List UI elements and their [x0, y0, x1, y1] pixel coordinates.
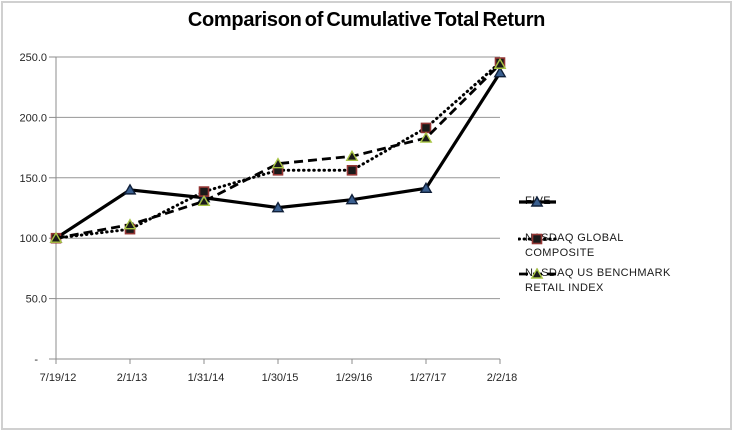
- y-tick-label: 200.0: [19, 112, 47, 124]
- square-marker-icon: [198, 186, 210, 197]
- x-tick-label: 1/29/16: [336, 372, 373, 384]
- triangle-marker-icon: [530, 267, 544, 279]
- triangle-marker-icon: [493, 57, 507, 69]
- line-triangle-marker-icon: [519, 195, 556, 207]
- triangle-marker-icon: [271, 201, 285, 213]
- dotted-line-square-marker-icon: [518, 233, 558, 245]
- triangle-marker-icon: [123, 183, 137, 195]
- triangle-marker-icon: [493, 66, 507, 78]
- y-tick-label: 50.0: [26, 294, 47, 306]
- y-tick-label: -: [34, 354, 38, 366]
- legend-label: NASDAQ GLOBAL COMPOSITE: [525, 232, 624, 259]
- y-tick-label: 150.0: [19, 173, 47, 185]
- x-tick-label: 1/27/17: [410, 372, 447, 384]
- triangle-marker-icon: [419, 131, 433, 143]
- y-tick-label: 250.0: [19, 52, 47, 64]
- square-marker-icon: [531, 233, 543, 245]
- legend-item-nasdaq-us-benchmark-retail: NASDAQ US BENCHMARK RETAIL INDEX: [518, 266, 683, 296]
- y-tick-label: 100.0: [19, 233, 47, 245]
- x-tick-label: 2/2/18: [487, 372, 518, 384]
- triangle-marker-icon: [345, 193, 359, 205]
- triangle-marker-icon: [271, 157, 285, 169]
- triangle-marker-icon: [49, 231, 63, 243]
- x-tick-label: 2/1/13: [117, 372, 148, 384]
- legend-label: NASDAQ US BENCHMARK RETAIL INDEX: [525, 267, 671, 294]
- chart-title: Comparison of Cumulative Total Return: [187, 9, 546, 31]
- x-tick-label: 1/30/15: [262, 372, 299, 384]
- square-marker-icon: [420, 122, 432, 134]
- x-tick-label: 1/31/14: [188, 372, 225, 384]
- legend-item-nasdaq-global-composite: NASDAQ GLOBAL COMPOSITE: [518, 231, 683, 261]
- triangle-marker-icon: [419, 181, 433, 194]
- x-tick-label: 7/19/12: [40, 372, 77, 384]
- series-line-0: [55, 71, 502, 240]
- square-marker-icon: [346, 165, 358, 176]
- legend-item-five: FIVE: [518, 194, 556, 209]
- triangle-marker-icon: [530, 195, 544, 207]
- triangle-marker-icon: [123, 218, 137, 230]
- triangle-marker-icon: [345, 149, 359, 161]
- triangle-marker-icon: [197, 194, 211, 207]
- dashed-line-triangle-marker-icon: [519, 267, 556, 279]
